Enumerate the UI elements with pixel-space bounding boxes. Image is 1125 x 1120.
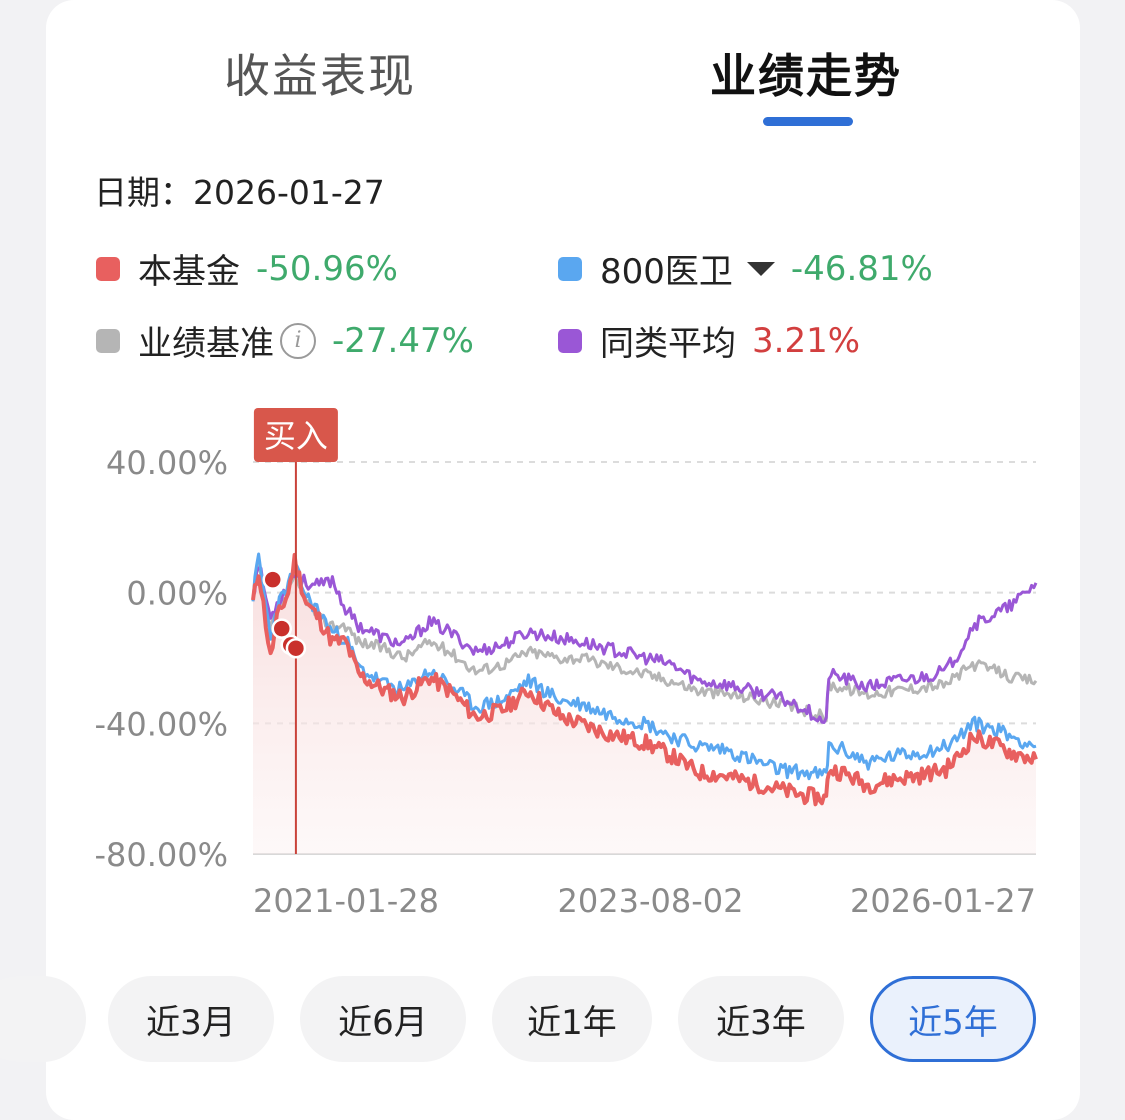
performance-line-chart[interactable]: 买入 40.00% 0.00% -40.00% -80.00% 2021-01-28 20… (46, 0, 1080, 960)
legend-performance-benchmark[interactable]: 业绩基准 i -27.47% (96, 316, 474, 365)
trade-point-marker (271, 618, 292, 639)
legend-value: 3.21% (752, 320, 861, 361)
tab-performance-trend[interactable]: 业绩走势 (710, 49, 902, 103)
buy-marker-badge (253, 408, 338, 462)
x-tick-label: 2021-01-28 (253, 882, 439, 920)
legend-peer-average[interactable]: 同类平均 3.21% (558, 316, 860, 365)
tab-returns[interactable]: 收益表现 (224, 49, 416, 103)
series-line-fund (251, 552, 1038, 807)
date-line: 日期：2026-01-27 (94, 166, 385, 214)
series-line-index (251, 552, 1037, 781)
y-tick-label: 0.00% (126, 575, 228, 613)
legend-value: -27.47% (332, 320, 474, 361)
legend-swatch-fund (96, 256, 120, 281)
fund-area-fill (253, 554, 1036, 854)
legend-name: 800医卫 (600, 252, 733, 292)
y-tick-label: -40.00% (94, 705, 228, 743)
date-label: 日期： (94, 173, 193, 212)
y-tick-label: -80.00% (94, 836, 228, 874)
date-value: 2026-01-27 (193, 173, 385, 212)
series-line-peer (251, 566, 1038, 724)
trade-point-marker (285, 637, 307, 659)
range-button[interactable]: 近3月 (108, 976, 274, 1062)
legend-value: -50.96% (256, 248, 398, 289)
tab-bar: 收益表现 业绩走势 (46, 0, 1080, 140)
x-tick-label: 2026-01-27 (850, 882, 1036, 920)
dropdown-caret-icon[interactable] (746, 261, 775, 276)
legend-value: -46.81% (790, 248, 933, 289)
performance-card: 收益表现 业绩走势 日期：2026-01-27 本基金 -50.96% 800医… (0, 0, 1080, 1120)
legend-benchmark-index[interactable]: 800医卫 -46.81% (558, 244, 933, 293)
range-button[interactable]: 近1年 (492, 976, 652, 1062)
legend-swatch-peer (558, 328, 582, 353)
info-icon[interactable]: i (280, 322, 316, 359)
range-button[interactable]: 近6月 (300, 976, 466, 1062)
legend-swatch-benchmark (96, 328, 120, 353)
active-tab-indicator (763, 117, 853, 126)
legend-name: 同类平均 (600, 324, 736, 364)
legend-fund[interactable]: 本基金 -50.96% (96, 244, 398, 293)
range-button-partial[interactable] (0, 976, 86, 1062)
buy-marker-label: 买入 (264, 417, 328, 455)
series-line-benchmark (251, 562, 1038, 723)
y-tick-label: 40.00% (106, 444, 228, 482)
legend-swatch-index (558, 256, 582, 281)
range-button[interactable]: 近5年 (870, 976, 1036, 1062)
x-tick-label: 2023-08-02 (558, 882, 744, 920)
trade-point-marker (262, 569, 283, 590)
legend-name: 本基金 (138, 252, 240, 292)
legend-name: 业绩基准 (138, 324, 274, 364)
range-button[interactable]: 近3年 (678, 976, 844, 1062)
